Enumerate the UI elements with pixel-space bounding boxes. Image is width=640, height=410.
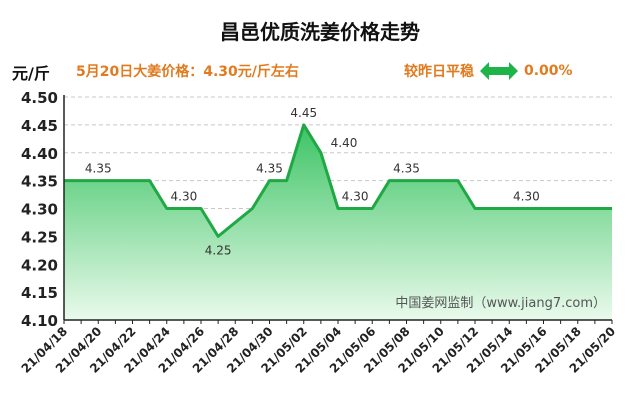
data-label: 4.45: [290, 106, 317, 120]
price-note: 5月20日大姜价格：4.30元/斤左右: [76, 64, 299, 80]
watermark: 中国姜网监制（www.jiang7.com）: [395, 296, 606, 311]
y-tick-label: 4.40: [21, 145, 58, 163]
change-note: 较昨日平稳 0.00%: [404, 61, 573, 81]
y-tick-label: 4.15: [21, 284, 58, 302]
y-tick-label: 4.20: [21, 256, 58, 274]
y-tick-label: 4.10: [21, 312, 58, 330]
data-label: 4.30: [171, 190, 198, 204]
y-unit-label: 元/斤: [12, 64, 50, 83]
y-tick-label: 4.50: [21, 89, 58, 107]
y-tick-label: 4.45: [21, 117, 58, 135]
data-label: 4.40: [331, 136, 358, 150]
area-fill: [64, 124, 612, 320]
data-label: 4.35: [393, 162, 420, 176]
y-tick-label: 4.35: [21, 173, 58, 191]
data-label: 4.25: [205, 243, 232, 257]
y-tick-label: 4.25: [21, 228, 58, 246]
trend-label: 较昨日平稳: [404, 64, 474, 80]
price-line: [64, 123, 612, 238]
change-percent: 0.00%: [524, 63, 573, 79]
data-label: 4.35: [85, 162, 112, 176]
data-label: 4.35: [256, 162, 283, 176]
chart-title: 昌邑优质洗姜价格走势: [220, 20, 420, 44]
double-arrow-icon: [480, 62, 518, 80]
data-label: 4.30: [513, 190, 540, 204]
data-label: 4.30: [342, 190, 369, 204]
y-tick-label: 4.30: [21, 201, 58, 219]
